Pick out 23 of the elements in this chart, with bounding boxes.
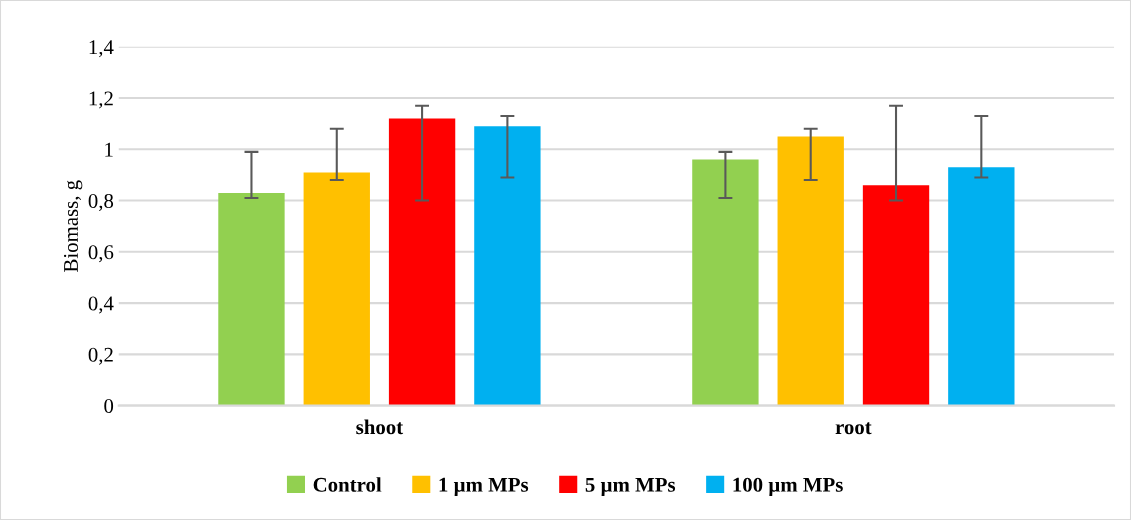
- legend-label: 5 µm MPs: [585, 477, 676, 497]
- bar: [388, 118, 456, 406]
- legend-label: Control: [313, 477, 382, 492]
- y-tick-label: 0,6: [88, 245, 114, 263]
- x-tick-label: root: [835, 422, 872, 435]
- legend-label: 1 µm MPs: [439, 477, 529, 497]
- y-axis-title: Biomass, g: [64, 180, 83, 272]
- bar: [303, 172, 370, 406]
- bar: [777, 136, 844, 406]
- y-tick-label: 1,2: [89, 91, 113, 109]
- bar: [692, 159, 759, 406]
- y-tick-label: 1: [105, 142, 113, 157]
- bar: [218, 192, 285, 406]
- y-tick-label: 0,4: [88, 296, 114, 314]
- y-tick-label: 0: [104, 398, 114, 414]
- legend-label: 100 µm MPs: [733, 477, 843, 497]
- bar: [862, 185, 930, 406]
- y-tick-label: 0,2: [88, 347, 113, 365]
- bar: [948, 167, 1015, 406]
- y-tick-label: 0,8: [88, 193, 114, 211]
- bar: [474, 126, 541, 406]
- x-tick-label: shoot: [356, 419, 404, 435]
- y-tick-label: 1,4: [89, 40, 114, 58]
